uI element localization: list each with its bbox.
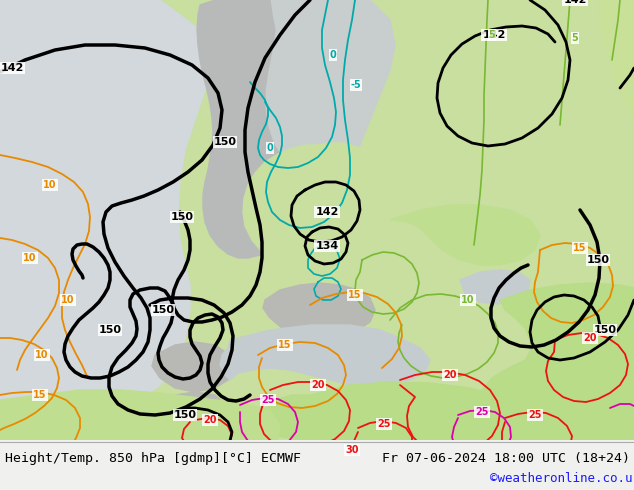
Polygon shape <box>260 382 530 440</box>
Text: 0: 0 <box>330 50 337 60</box>
Text: 15: 15 <box>348 290 362 300</box>
Polygon shape <box>390 205 540 265</box>
Text: 15: 15 <box>573 243 586 253</box>
Polygon shape <box>478 283 634 440</box>
Text: 150: 150 <box>171 212 193 222</box>
Text: -5: -5 <box>351 80 361 90</box>
Text: 142: 142 <box>315 207 339 217</box>
Text: 20: 20 <box>204 415 217 425</box>
Polygon shape <box>265 0 395 180</box>
Text: 10: 10 <box>462 295 475 305</box>
Text: Height/Temp. 850 hPa [gdmp][°C] ECMWF: Height/Temp. 850 hPa [gdmp][°C] ECMWF <box>5 451 301 465</box>
Text: 150: 150 <box>586 255 609 265</box>
Polygon shape <box>165 392 225 425</box>
Text: 0: 0 <box>267 143 273 153</box>
Text: 20: 20 <box>443 370 456 380</box>
Text: ©weatheronline.co.uk: ©weatheronline.co.uk <box>490 471 634 485</box>
Polygon shape <box>0 390 280 440</box>
Text: 20: 20 <box>583 333 597 343</box>
Text: 142: 142 <box>0 63 23 73</box>
Text: 150: 150 <box>98 325 122 335</box>
Text: Fr 07-06-2024 18:00 UTC (18+24): Fr 07-06-2024 18:00 UTC (18+24) <box>382 451 630 465</box>
Text: 10: 10 <box>43 180 57 190</box>
Text: 25: 25 <box>377 419 391 429</box>
Polygon shape <box>198 412 218 427</box>
Text: 20: 20 <box>311 380 325 390</box>
Text: 150: 150 <box>593 325 616 335</box>
Text: 30: 30 <box>346 445 359 455</box>
Polygon shape <box>243 0 634 440</box>
Polygon shape <box>460 270 530 304</box>
Polygon shape <box>263 283 375 337</box>
Text: 25: 25 <box>476 407 489 417</box>
Text: 25: 25 <box>528 410 541 420</box>
Text: 134: 134 <box>315 241 339 251</box>
Text: 142: 142 <box>564 0 586 5</box>
Text: 10: 10 <box>61 295 75 305</box>
Text: 150: 150 <box>214 137 236 147</box>
Text: 150: 150 <box>152 305 174 315</box>
Text: 142: 142 <box>482 30 506 40</box>
Text: 10: 10 <box>36 350 49 360</box>
Text: 15: 15 <box>278 340 292 350</box>
Text: 15: 15 <box>33 390 47 400</box>
Polygon shape <box>220 325 430 387</box>
Polygon shape <box>600 0 634 120</box>
Text: 5: 5 <box>489 30 495 40</box>
Text: 10: 10 <box>23 253 37 263</box>
Text: 150: 150 <box>174 410 197 420</box>
Text: 25: 25 <box>261 395 275 405</box>
Polygon shape <box>152 342 235 392</box>
Polygon shape <box>197 0 325 258</box>
Polygon shape <box>0 0 210 440</box>
Polygon shape <box>0 0 634 440</box>
Text: 5: 5 <box>572 33 578 43</box>
